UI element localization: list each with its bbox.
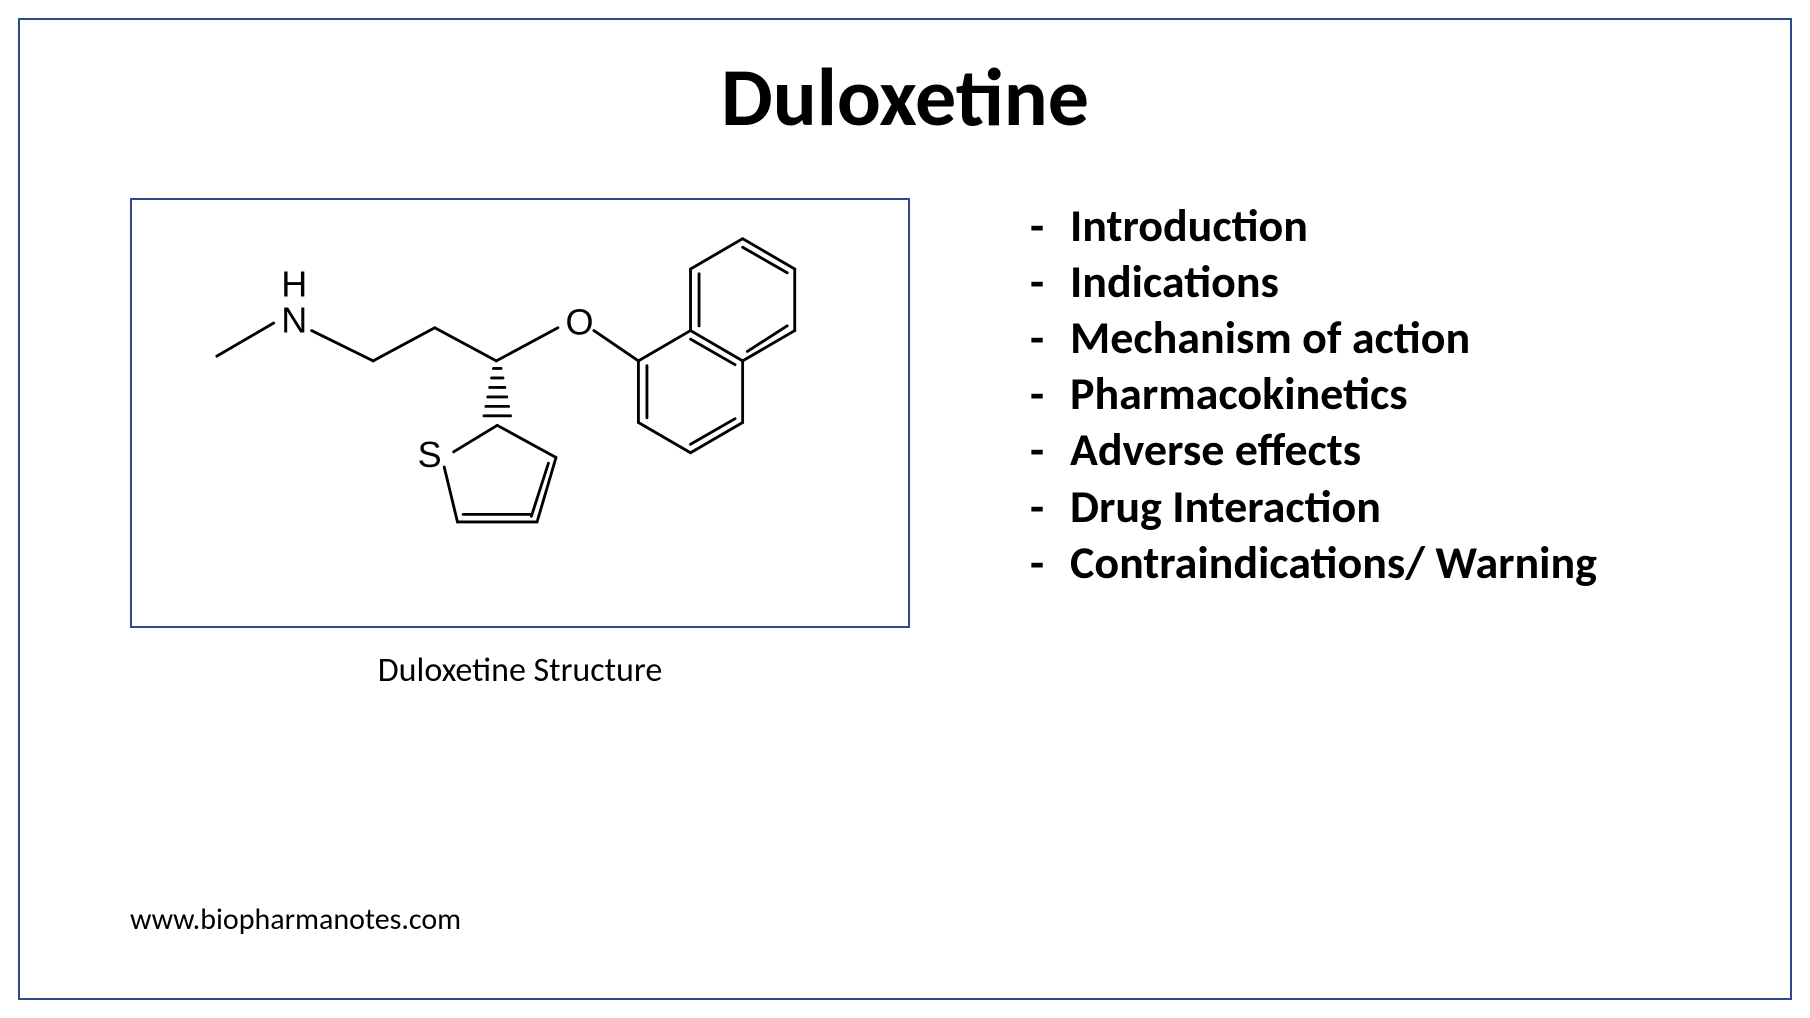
naphthalene-ring bbox=[638, 239, 794, 453]
topic-item: -Contraindications/ Warning bbox=[1030, 535, 1597, 591]
atom-o-label: O bbox=[565, 301, 593, 342]
topic-item: -Mechanism of action bbox=[1030, 310, 1597, 366]
structure-caption: Duloxetine Structure bbox=[378, 650, 663, 691]
slide-frame: Duloxetine N H bbox=[18, 18, 1792, 1000]
content-row: N H O bbox=[80, 198, 1730, 691]
structure-box: N H O bbox=[130, 198, 910, 628]
topic-item: -Introduction bbox=[1030, 198, 1597, 254]
footer-url: www.biopharmanotes.com bbox=[130, 901, 461, 938]
topic-item: -Drug Interaction bbox=[1030, 479, 1597, 535]
structure-column: N H O bbox=[130, 198, 910, 691]
wedge-hash bbox=[484, 368, 511, 415]
topic-item: -Indications bbox=[1030, 254, 1597, 310]
topic-item: -Adverse effects bbox=[1030, 422, 1597, 478]
atom-n-label: N bbox=[281, 299, 307, 340]
page-title: Duloxetine bbox=[80, 48, 1730, 148]
atom-s-label: S bbox=[418, 434, 442, 475]
atom-h-label: H bbox=[281, 263, 307, 304]
molecule-icon: N H O bbox=[160, 218, 880, 608]
topics-list: -Introduction -Indications -Mechanism of… bbox=[1030, 198, 1597, 591]
topic-item: -Pharmacokinetics bbox=[1030, 366, 1597, 422]
thiophene-ring: S bbox=[418, 425, 556, 522]
